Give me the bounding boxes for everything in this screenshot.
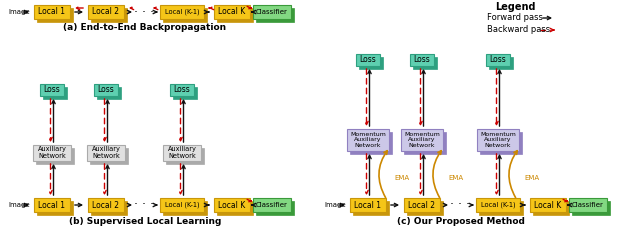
Text: Local K: Local K: [218, 200, 246, 209]
FancyBboxPatch shape: [407, 201, 443, 215]
FancyBboxPatch shape: [163, 145, 201, 161]
FancyBboxPatch shape: [173, 87, 197, 99]
FancyBboxPatch shape: [37, 201, 73, 215]
Text: Local 1: Local 1: [355, 200, 381, 209]
FancyBboxPatch shape: [91, 8, 127, 22]
FancyBboxPatch shape: [256, 8, 294, 22]
FancyBboxPatch shape: [34, 5, 70, 19]
FancyBboxPatch shape: [94, 84, 118, 96]
Text: · · ·: · · ·: [134, 198, 154, 212]
FancyBboxPatch shape: [37, 8, 73, 22]
FancyBboxPatch shape: [88, 5, 124, 19]
Text: Local K: Local K: [534, 200, 562, 209]
Text: EMA: EMA: [448, 174, 463, 180]
Text: Local 2: Local 2: [93, 8, 120, 16]
Text: Loss: Loss: [413, 55, 430, 64]
FancyBboxPatch shape: [97, 87, 121, 99]
FancyBboxPatch shape: [256, 201, 294, 215]
FancyBboxPatch shape: [36, 148, 74, 164]
Text: Auxiliary
Network: Auxiliary Network: [92, 147, 120, 159]
Text: Image: Image: [8, 202, 29, 208]
FancyBboxPatch shape: [166, 148, 204, 164]
Text: Loss: Loss: [360, 55, 376, 64]
Text: EMA: EMA: [524, 174, 539, 180]
FancyBboxPatch shape: [90, 148, 128, 164]
FancyBboxPatch shape: [404, 132, 446, 154]
FancyBboxPatch shape: [533, 201, 569, 215]
Text: Auxiliary
Network: Auxiliary Network: [38, 147, 67, 159]
FancyBboxPatch shape: [43, 87, 67, 99]
Text: Loss: Loss: [44, 85, 60, 94]
FancyBboxPatch shape: [253, 5, 291, 19]
FancyBboxPatch shape: [88, 198, 124, 212]
FancyBboxPatch shape: [359, 57, 383, 69]
FancyBboxPatch shape: [350, 198, 386, 212]
Text: Momentum
Auxiliary
Network: Momentum Auxiliary Network: [480, 132, 516, 148]
Text: Loss: Loss: [98, 85, 115, 94]
FancyBboxPatch shape: [87, 145, 125, 161]
Text: Local K: Local K: [218, 8, 246, 16]
Text: Local 2: Local 2: [408, 200, 435, 209]
Text: (c) Our Proposed Method: (c) Our Proposed Method: [397, 218, 525, 227]
Text: Momentum
Auxiliary
Network: Momentum Auxiliary Network: [404, 132, 440, 148]
Text: Momentum
Auxiliary
Network: Momentum Auxiliary Network: [350, 132, 386, 148]
FancyBboxPatch shape: [410, 54, 434, 66]
FancyBboxPatch shape: [477, 129, 519, 151]
FancyBboxPatch shape: [347, 129, 389, 151]
Text: · · ·: · · ·: [450, 198, 470, 212]
Text: Local (K-1): Local (K-1): [481, 202, 515, 208]
FancyBboxPatch shape: [489, 57, 513, 69]
Text: Local 2: Local 2: [93, 200, 120, 209]
Text: (a) End-to-End Backpropagation: (a) End-to-End Backpropagation: [63, 24, 227, 33]
FancyBboxPatch shape: [217, 8, 253, 22]
FancyBboxPatch shape: [569, 198, 607, 212]
Text: Local 1: Local 1: [38, 8, 65, 16]
Text: Local (K-1): Local (K-1): [164, 9, 199, 15]
FancyBboxPatch shape: [40, 84, 64, 96]
FancyBboxPatch shape: [160, 5, 204, 19]
FancyBboxPatch shape: [253, 198, 291, 212]
Text: Legend: Legend: [495, 2, 535, 12]
FancyBboxPatch shape: [480, 132, 522, 154]
FancyBboxPatch shape: [214, 198, 250, 212]
FancyBboxPatch shape: [401, 129, 443, 151]
Text: Loss: Loss: [490, 55, 506, 64]
FancyBboxPatch shape: [353, 201, 389, 215]
Text: (b) Supervised Local Learning: (b) Supervised Local Learning: [69, 218, 221, 227]
Text: Image: Image: [8, 9, 29, 15]
Text: Classifier: Classifier: [572, 202, 604, 208]
Text: Local 1: Local 1: [38, 200, 65, 209]
FancyBboxPatch shape: [214, 5, 250, 19]
FancyBboxPatch shape: [356, 54, 380, 66]
FancyBboxPatch shape: [476, 198, 520, 212]
FancyBboxPatch shape: [350, 132, 392, 154]
Text: Local (K-1): Local (K-1): [164, 202, 199, 208]
Text: Forward pass: Forward pass: [487, 14, 543, 23]
FancyBboxPatch shape: [404, 198, 440, 212]
Text: Backward pass: Backward pass: [487, 25, 550, 35]
Text: Auxiliary
Network: Auxiliary Network: [168, 147, 196, 159]
FancyBboxPatch shape: [413, 57, 437, 69]
FancyBboxPatch shape: [572, 201, 610, 215]
Text: Image: Image: [324, 202, 346, 208]
Text: Classifier: Classifier: [256, 202, 288, 208]
FancyBboxPatch shape: [479, 201, 523, 215]
FancyBboxPatch shape: [33, 145, 71, 161]
FancyBboxPatch shape: [170, 84, 194, 96]
Text: Classifier: Classifier: [256, 9, 288, 15]
FancyBboxPatch shape: [163, 201, 207, 215]
FancyBboxPatch shape: [160, 198, 204, 212]
FancyBboxPatch shape: [91, 201, 127, 215]
FancyBboxPatch shape: [217, 201, 253, 215]
FancyBboxPatch shape: [163, 8, 207, 22]
Text: Loss: Loss: [173, 85, 190, 94]
FancyBboxPatch shape: [530, 198, 566, 212]
FancyBboxPatch shape: [34, 198, 70, 212]
Text: EMA: EMA: [394, 174, 409, 180]
Text: · · ·: · · ·: [134, 5, 154, 19]
FancyBboxPatch shape: [486, 54, 510, 66]
